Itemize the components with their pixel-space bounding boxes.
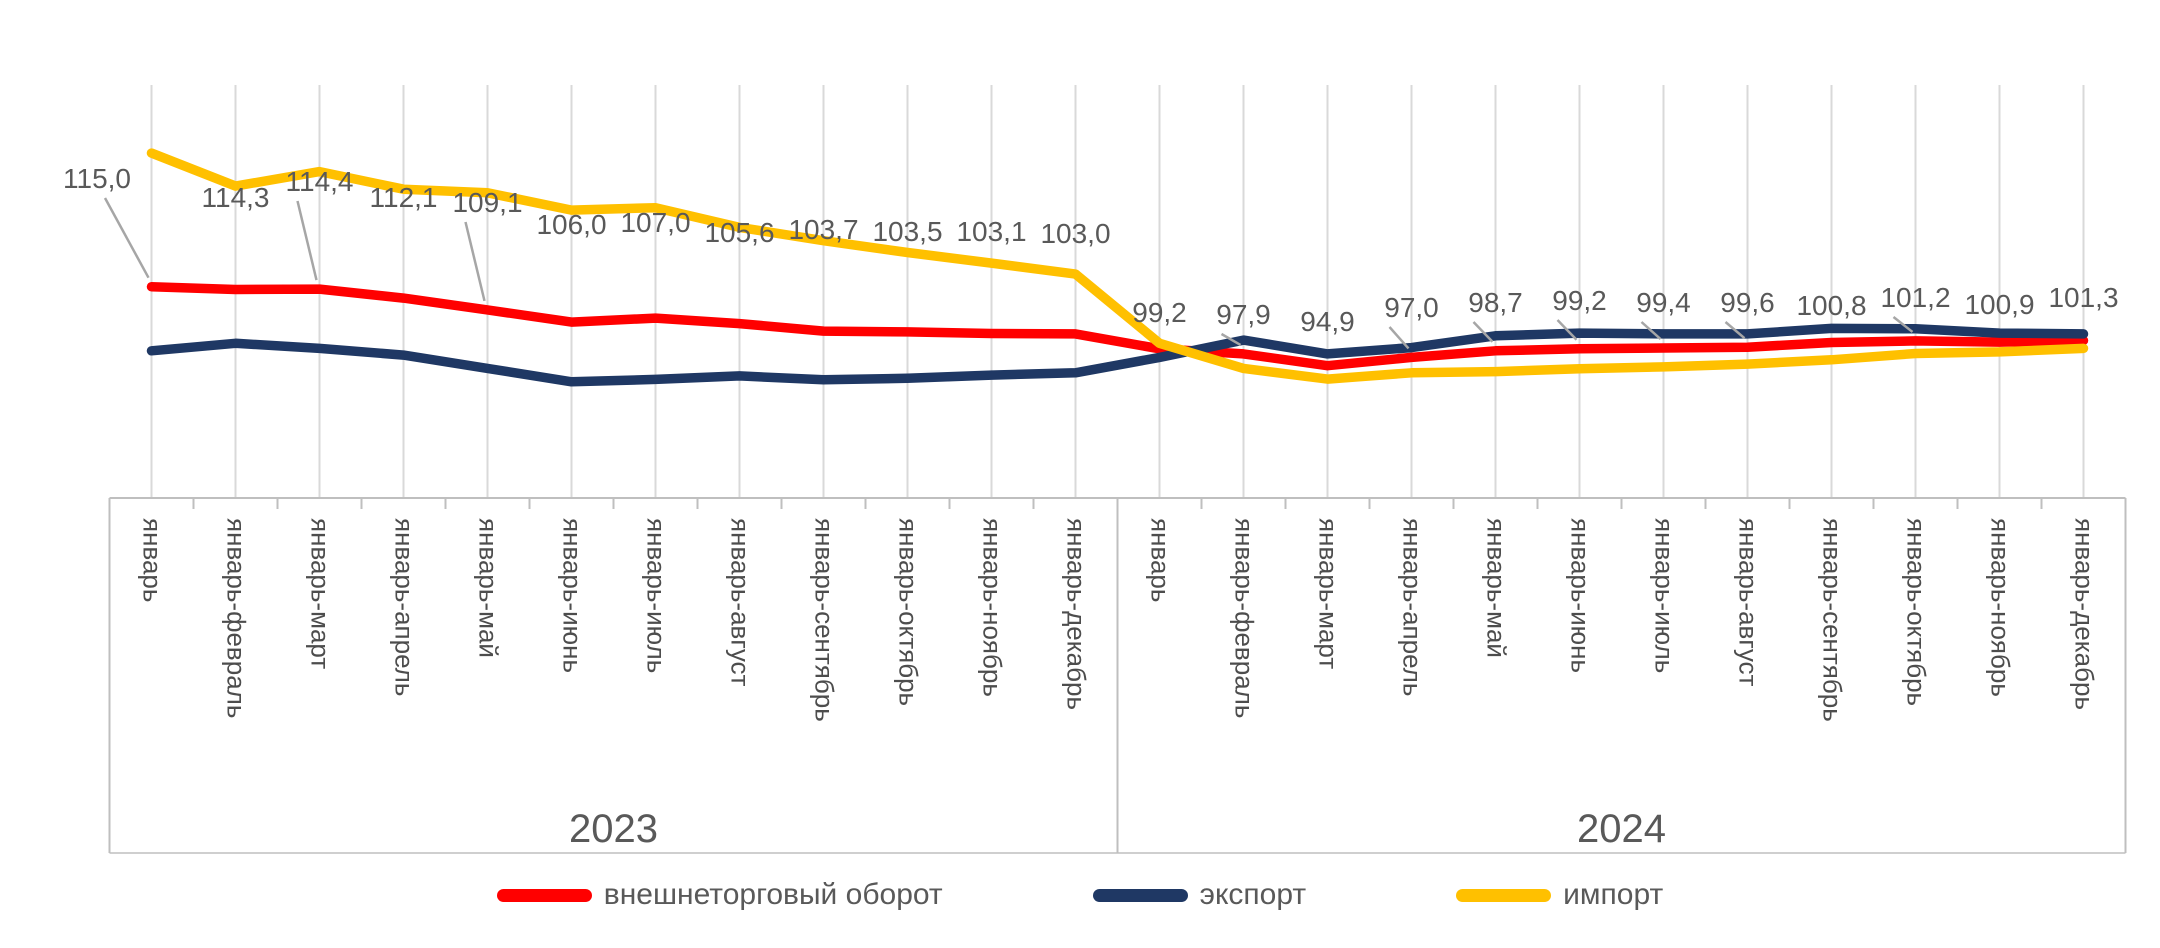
x-axis-label: январь-февраль: [1230, 518, 1260, 718]
data-label: 99,2: [1552, 285, 1607, 316]
x-axis-label: январь-июль: [642, 518, 672, 673]
data-label: 103,0: [1040, 218, 1110, 249]
series-line-export: [146, 323, 2089, 387]
data-label: 114,4: [286, 166, 354, 197]
x-axis-label: январь-апрель: [1398, 518, 1428, 696]
x-axis-label: январь-март: [306, 518, 336, 669]
gridlines: [150, 85, 2085, 498]
data-label: 101,3: [2048, 282, 2118, 313]
data-label: 100,8: [1796, 290, 1866, 321]
year-labels: 2023 2024: [569, 807, 1666, 851]
legend: внешнеторговый оборот экспорт импорт: [0, 872, 2160, 918]
x-axis-label: январь: [1146, 518, 1176, 602]
year-label: 2023: [569, 807, 658, 851]
x-axis-labels: январь январь-февраль январь-март январь-ап…: [138, 518, 2100, 722]
label-leader-lines: [103, 197, 1914, 350]
year-label: 2024: [1577, 807, 1666, 851]
data-label: 101,2: [1880, 282, 1950, 313]
x-axis-label: январь-май: [474, 518, 504, 658]
data-label: 103,5: [872, 216, 942, 247]
legend-label: внешнеторговый оборот: [603, 878, 943, 911]
x-axis-label: январь-сентябрь: [810, 518, 840, 722]
leader-line: [296, 200, 318, 281]
legend-item-turnover: внешнеторговый оборот: [496, 878, 943, 911]
leader-line: [1472, 321, 1494, 343]
x-axis-label: январь-август: [1734, 518, 1764, 687]
data-label: 112,1: [370, 182, 438, 213]
data-label: 97,0: [1384, 292, 1439, 323]
legend-label: экспорт: [1199, 878, 1307, 911]
data-labels: 115,0 114,3 114,4 112,1 109,1 106,0 107,0 105,6…: [63, 163, 2119, 337]
series-line-import: [146, 148, 2089, 384]
data-label: 100,9: [1964, 289, 2034, 320]
x-axis-label: январь-сентябрь: [1818, 518, 1848, 722]
leader-line: [464, 221, 486, 302]
data-label: 103,1: [956, 216, 1026, 247]
x-axis-label: январь-апрель: [390, 518, 420, 696]
legend-item-export: экспорт: [1092, 878, 1307, 911]
legend-swatch-icon: [496, 888, 592, 902]
leader-line: [1892, 316, 1914, 333]
data-label: 105,6: [704, 217, 774, 248]
data-label: 107,0: [620, 207, 690, 238]
x-axis-label: январь-декабрь: [1062, 518, 1092, 710]
x-axis-label: январь-февраль: [222, 518, 252, 718]
data-label: 97,9: [1216, 299, 1271, 330]
leader-line: [1556, 319, 1578, 341]
x-axis-label: январь: [138, 518, 168, 602]
data-label: 99,6: [1720, 287, 1775, 318]
legend-swatch-icon: [1092, 888, 1188, 902]
x-axis-label: январь-март: [1314, 518, 1344, 669]
data-label: 109,1: [452, 187, 522, 218]
x-axis-label: январь-май: [1482, 518, 1512, 658]
legend-item-import: импорт: [1456, 880, 1663, 910]
data-label: 98,7: [1468, 287, 1523, 318]
axis-frame: [108, 497, 2127, 854]
x-axis-label: январь-октябрь: [1902, 518, 1932, 706]
data-label: 115,0: [63, 163, 131, 194]
legend-swatch-icon: [1456, 888, 1552, 902]
leader-line: [1388, 326, 1410, 350]
x-axis-label: январь-июнь: [558, 518, 588, 673]
leader-line: [1220, 332, 1242, 346]
data-label: 114,3: [202, 182, 270, 213]
x-axis-label: январь-июль: [1650, 518, 1680, 673]
series-line-turnover: [146, 281, 2089, 371]
leader-line: [1724, 321, 1746, 340]
x-axis-label: январь-ноябрь: [978, 518, 1008, 697]
data-label: 99,4: [1636, 287, 1691, 318]
leader-line: [1640, 321, 1662, 340]
data-label: 106,0: [536, 209, 606, 240]
data-label: 99,2: [1132, 297, 1187, 328]
legend-label: импорт: [1563, 878, 1664, 911]
data-label: 94,9: [1300, 306, 1355, 337]
x-axis-label: январь-июнь: [1566, 518, 1596, 673]
x-axis-label: январь-август: [726, 518, 756, 687]
x-axis-label: январь-ноябрь: [1986, 518, 2016, 697]
x-axis-label: январь-декабрь: [2070, 518, 2100, 710]
leader-line: [103, 197, 150, 279]
data-label: 103,7: [788, 214, 858, 245]
x-axis-label: январь-октябрь: [894, 518, 924, 706]
